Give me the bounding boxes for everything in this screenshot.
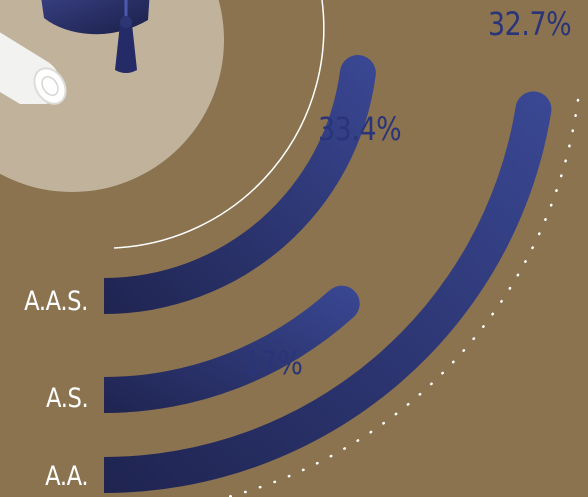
- bar-aa: [104, 91, 552, 493]
- category-label-aa: A.A.: [45, 461, 88, 492]
- dotted-guide-arc: [226, 98, 580, 497]
- circle-outline-arc: [113, 0, 325, 249]
- bars-layer: [104, 55, 552, 493]
- value-label-aas: 33.4%: [318, 110, 402, 148]
- tassel-icon: [115, 0, 137, 73]
- bar-aas: [104, 55, 376, 315]
- value-label-as: 17%: [244, 344, 303, 382]
- bar-as: [104, 285, 360, 413]
- diploma-scroll-icon: [0, 32, 67, 105]
- backdrop-circle: [0, 0, 224, 192]
- category-label-as: A.S.: [45, 383, 89, 414]
- value-label-aa: 32.7%: [488, 5, 572, 43]
- category-label-aas: A.A.S.: [24, 286, 88, 317]
